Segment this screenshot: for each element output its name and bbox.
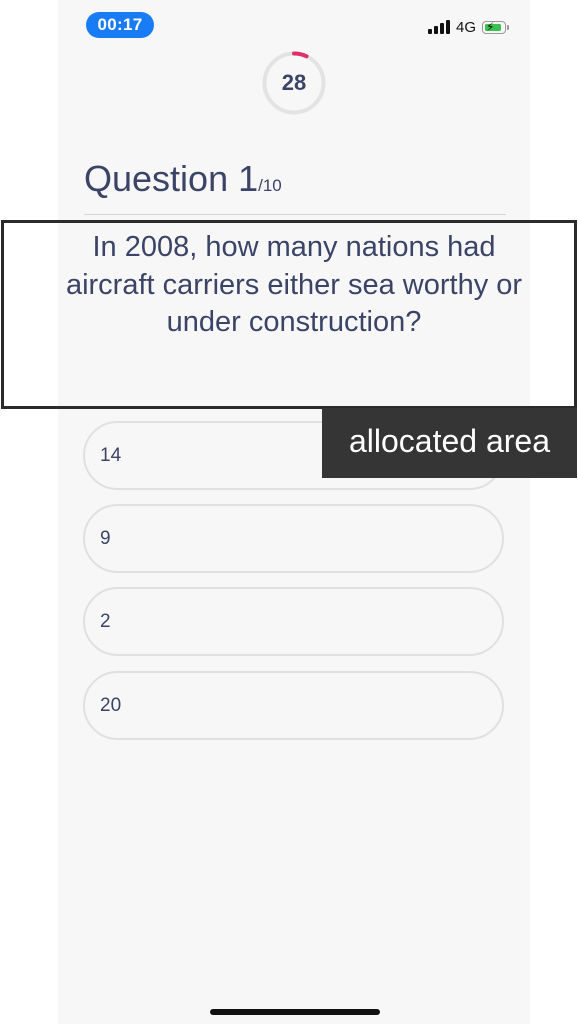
answer-label: 9 xyxy=(100,528,111,549)
countdown-timer: 28 xyxy=(261,50,327,116)
allocated-area-tag: allocated area xyxy=(322,408,577,478)
question-header: Question 1/10 xyxy=(84,158,282,200)
battery-charging-icon: ⚡ xyxy=(482,20,506,34)
answer-option-2[interactable]: 9 xyxy=(83,504,504,573)
answer-label: 14 xyxy=(100,445,122,466)
question-text: In 2008, how many nations had aircraft c… xyxy=(65,231,523,338)
answer-option-4[interactable]: 20 xyxy=(83,671,504,740)
question-number: Question 1 xyxy=(84,158,259,199)
question-total: /10 xyxy=(258,176,282,195)
status-bar: 00:17 4G ⚡ xyxy=(0,0,578,50)
allocated-area-outline xyxy=(1,220,577,409)
battery-tip xyxy=(507,25,509,30)
network-type: 4G xyxy=(456,19,477,36)
header-divider xyxy=(84,214,506,215)
answer-option-3[interactable]: 2 xyxy=(83,587,504,656)
home-indicator[interactable] xyxy=(210,1009,380,1015)
answer-label: 2 xyxy=(100,611,111,632)
status-time[interactable]: 00:17 xyxy=(86,12,154,38)
timer-ring-icon xyxy=(262,51,326,115)
timer-value: 28 xyxy=(281,70,307,95)
answer-label: 20 xyxy=(100,695,122,716)
signal-bars-icon xyxy=(428,20,452,34)
